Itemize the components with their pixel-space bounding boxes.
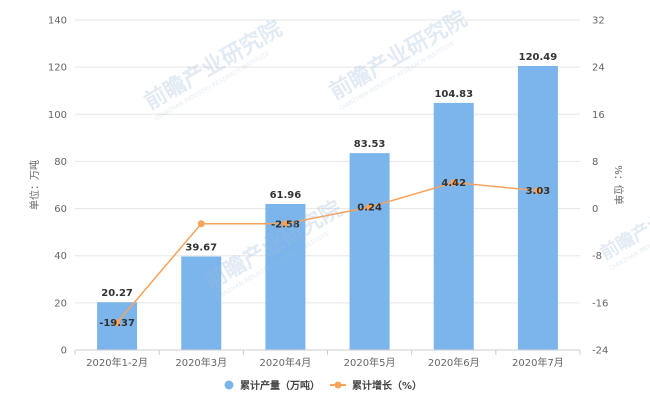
line-data-label: 0.24 (357, 203, 382, 214)
line-point (281, 220, 289, 228)
legend-line-marker (334, 381, 342, 389)
y2-tick-label: -8 (592, 251, 602, 262)
y2-tick-label: 0 (592, 204, 598, 215)
legend-item-line[interactable]: 累计增长（%） (330, 379, 422, 392)
bar-data-label: 39.67 (185, 242, 217, 253)
bar (181, 256, 222, 350)
y2-tick-label: 8 (592, 157, 598, 168)
bar-series (97, 65, 558, 350)
legend-item-bar[interactable]: 累计产量（万吨） (224, 379, 321, 392)
y-tick-label: 20 (54, 298, 67, 309)
bar-data-label: 83.53 (354, 139, 386, 150)
line-point (197, 220, 205, 228)
line-path (116, 181, 538, 324)
bar (517, 65, 558, 350)
line-series (113, 179, 542, 327)
watermark-text: 前瞻产业研究院 (140, 16, 286, 116)
y-tick-label: 0 (61, 346, 67, 357)
legend-bar-marker (224, 380, 234, 390)
line-point (450, 179, 458, 187)
y2-axis-title: %：位单 (612, 165, 625, 205)
y-tick-label: 60 (54, 204, 67, 215)
y-tick-label: 100 (48, 110, 67, 121)
line-point (534, 187, 542, 195)
bar-data-label: 104.83 (434, 89, 473, 100)
x-tick-label: 2020年6月 (428, 356, 480, 369)
y-tick-label: 140 (48, 16, 67, 27)
line-data-label: -2.58 (271, 219, 300, 230)
x-tick-label: 2020年1-2月 (86, 356, 148, 369)
bar-data-label: 20.27 (101, 288, 133, 299)
bar (265, 203, 306, 350)
line-data-label: 4.42 (441, 178, 466, 189)
gridlines (75, 19, 580, 351)
bar (349, 153, 390, 350)
bar (433, 102, 474, 350)
y2-tick-label: -24 (592, 346, 608, 357)
line-data-label: -19.37 (99, 318, 135, 329)
x-tick-label: 2020年7月 (512, 356, 564, 369)
y-tick-label: 120 (48, 63, 67, 74)
legend[interactable]: 累计产量（万吨） 累计增长（%） (224, 379, 423, 392)
line-point (113, 319, 121, 327)
y2-tick-label: 16 (592, 110, 605, 121)
y-tick-label: 80 (54, 157, 67, 168)
bar-data-label: 120.49 (519, 52, 558, 63)
y2-tick-label: -16 (592, 298, 608, 309)
x-tick-label: 2020年4月 (260, 356, 312, 369)
y2-tick-label: 32 (592, 16, 605, 27)
axes: 0 20 40 60 80 100 120 140 -24 -16 -8 0 8 16 24 32 2020年1… (48, 16, 608, 370)
x-tick-label: 2020年5月 (344, 356, 396, 369)
y2-tick-label: 24 (592, 63, 605, 74)
line-data-label: 3.03 (526, 186, 551, 197)
line-point (366, 203, 374, 211)
legend-line-label: 累计增长（%） (352, 379, 422, 392)
y-axis-title: 单位：万吨 (28, 160, 41, 210)
legend-bar-label: 累计产量（万吨） (240, 379, 320, 392)
y-tick-label: 40 (54, 251, 67, 262)
x-tick-label: 2020年3月 (175, 356, 227, 369)
bar-data-label: 61.96 (270, 190, 302, 201)
data-labels: 20.27 39.67 61.96 83.53 104.83 120.49 -19.37 -2… (99, 52, 557, 329)
